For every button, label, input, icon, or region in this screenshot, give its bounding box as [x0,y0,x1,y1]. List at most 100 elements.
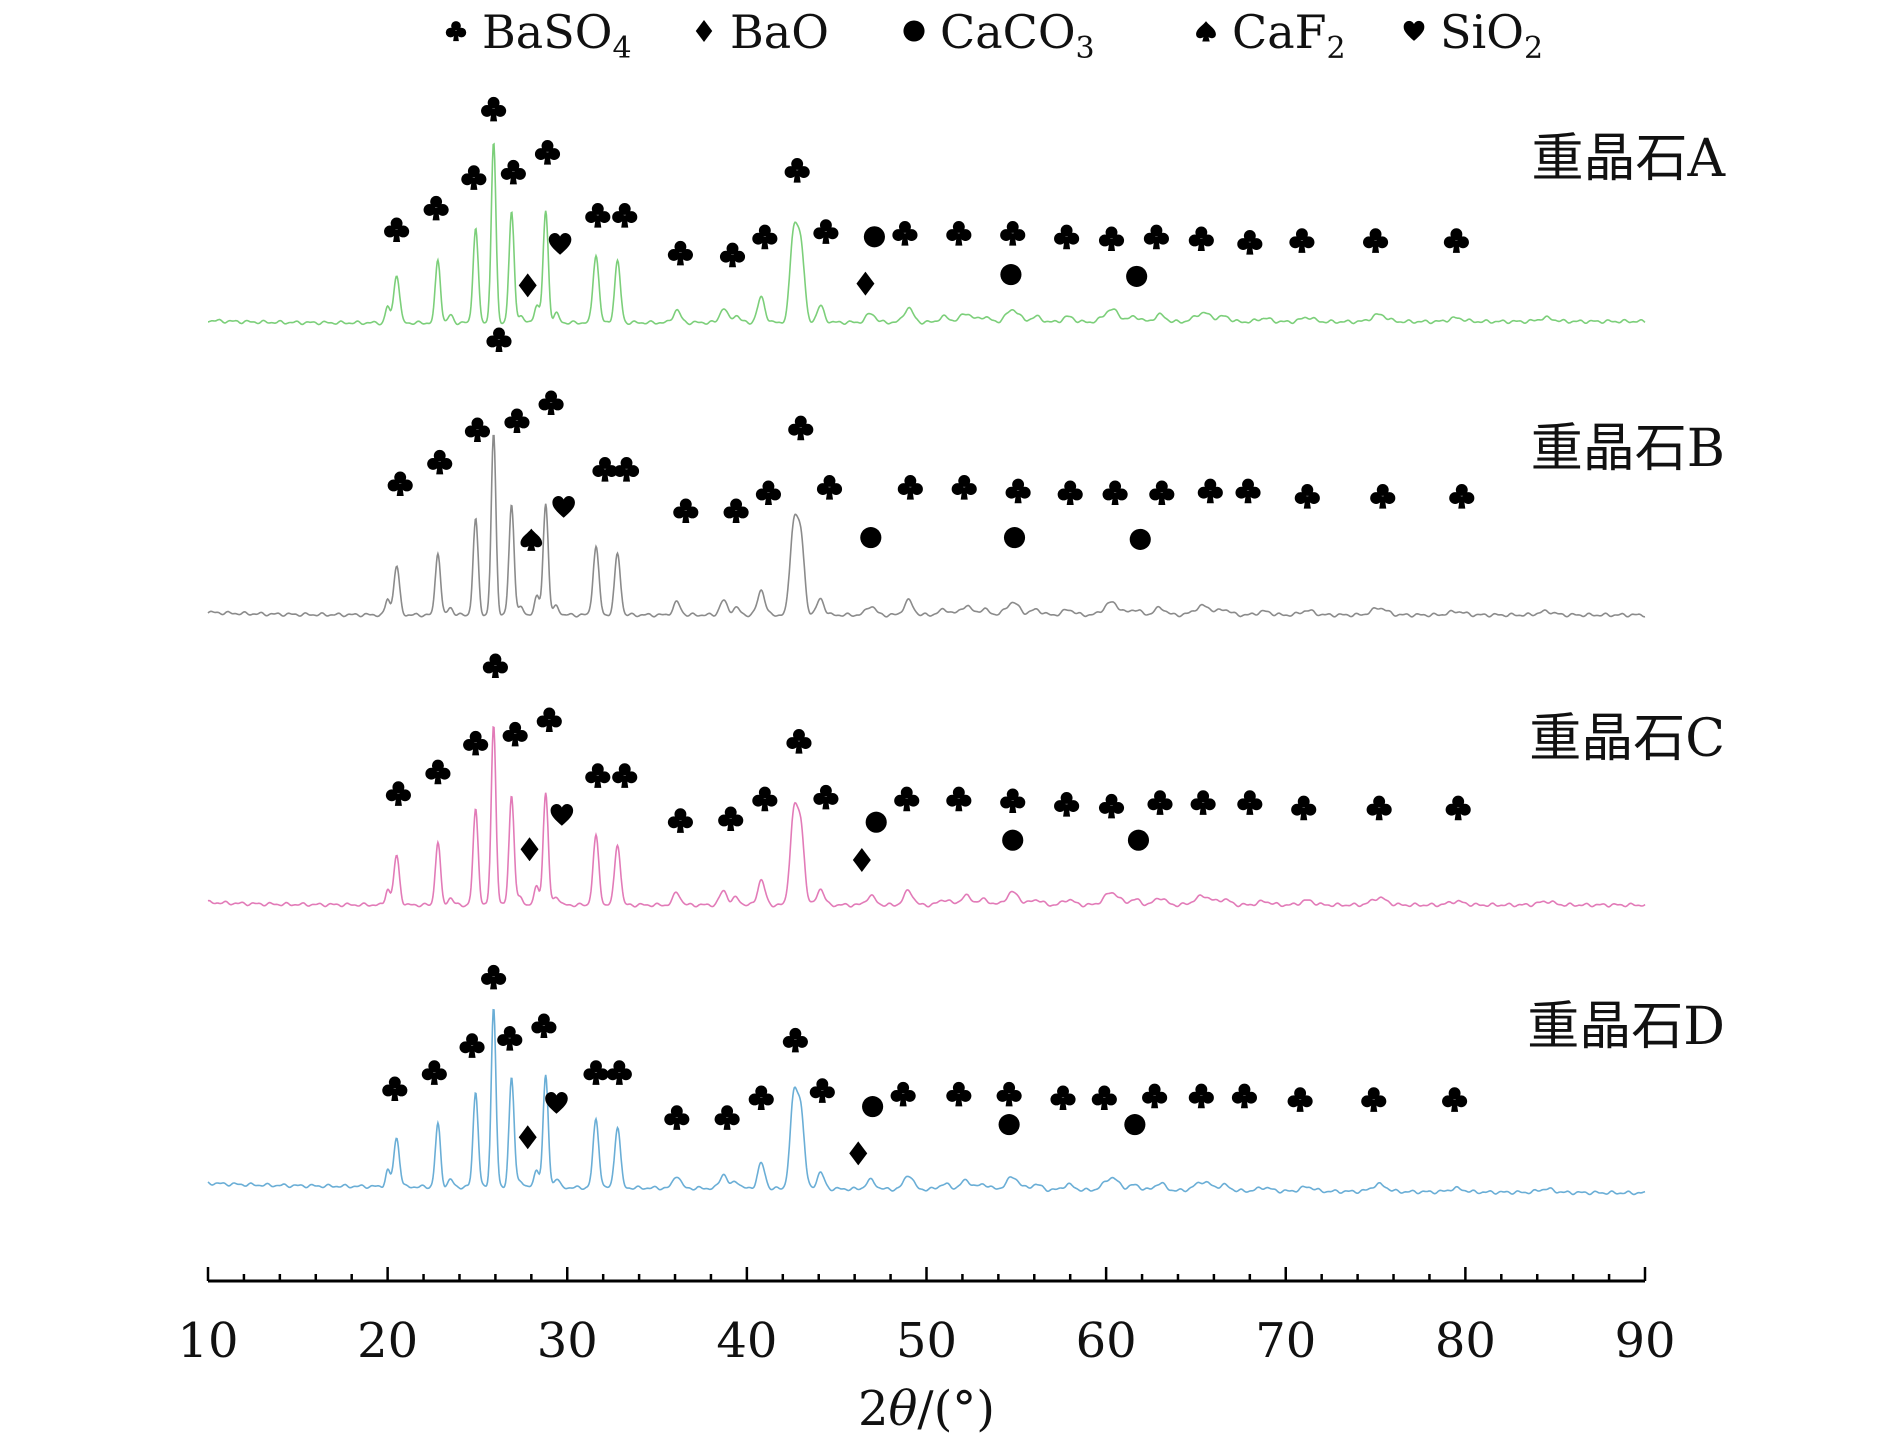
peak-marker-club-icon [718,806,744,832]
series-label: 重晶石C [1529,709,1725,769]
peak-marker-circle-icon [1000,264,1022,286]
x-tick-label: 10 [177,1313,238,1369]
series-3: 重晶石C [207,653,1725,908]
peak-marker-club-icon [1237,230,1263,255]
peak-marker-club-icon [1237,790,1263,815]
peak-marker-club-icon [486,327,512,353]
x-axis: 10 20 30 40 50 60 70 80 90 2θ/(°) [177,1267,1676,1435]
peak-marker-club-icon [1442,1087,1468,1112]
peak-marker-club-icon [667,240,693,266]
peak-marker-club-icon [892,221,918,246]
peak-marker-heart-icon [550,803,574,826]
plot-area: 重晶石A 重晶石B 重晶石C 重晶石D [207,96,1726,1196]
peak-marker-club-icon [1291,795,1317,821]
peak-marker-diamond-icon [856,271,875,296]
peak-marker-club-icon [504,408,530,434]
peak-marker-circle-icon [1003,527,1026,549]
legend-heart-icon [1403,20,1425,41]
peak-marker-club-icon [748,1085,774,1111]
peak-marker-club-icon [1102,480,1128,506]
legend-spade-icon [1196,21,1216,42]
peak-marker-club-icon [482,653,508,679]
peak-marker-club-icon [813,784,839,810]
peak-marker-club-icon [502,721,528,747]
peak-marker-club-icon [1197,478,1223,504]
legend-item-bao: BaO [695,5,829,59]
peak-marker-club-icon [890,1081,916,1107]
peak-marker-club-icon [1143,224,1169,250]
peak-marker-club-icon [673,498,699,524]
legend-item-sio2: SiO2 [1403,5,1543,66]
peak-marker-circle-icon [862,1096,884,1118]
peak-marker-diamond-icon [852,848,871,872]
peak-marker-club-icon [894,786,920,812]
series-2: 重晶石B [207,327,1725,618]
spectrum-line [208,142,1646,326]
x-tick-label: 60 [1076,1313,1137,1369]
legend-circle-icon [903,20,925,42]
peak-marker-club-icon [606,1060,632,1085]
series-label: 重晶石D [1527,997,1725,1057]
peak-marker-club-icon [809,1078,835,1103]
peak-marker-circle-icon [1126,265,1148,287]
peak-marker-club-icon [1366,795,1392,821]
peak-marker-club-icon [1005,478,1031,504]
peak-marker-club-icon [421,1060,447,1085]
peak-marker-club-icon [1188,226,1214,252]
peak-marker-club-icon [481,96,507,122]
peak-marker-club-icon [1363,228,1389,253]
peak-marker-club-icon [531,1013,557,1039]
peak-marker-club-icon [782,1027,808,1053]
peak-marker-club-icon [1054,224,1080,250]
peak-marker-club-icon [583,1060,609,1085]
x-tick-label: 80 [1435,1313,1496,1369]
peak-marker-club-icon [534,140,561,165]
legend-item-caf2: CaF2 [1196,5,1346,66]
x-tick-label: 40 [716,1313,777,1369]
peak-marker-club-icon [1231,1083,1257,1109]
legend-diamond-icon [695,20,713,42]
peak-marker-club-icon [1054,792,1080,817]
peak-marker-club-icon [946,1081,972,1107]
series-4: 重晶石D [207,964,1725,1196]
peak-marker-circle-icon [998,1114,1020,1136]
peak-marker-club-icon [664,1105,690,1130]
peak-marker-circle-icon [1124,1114,1146,1136]
legend-item-baso4: BaSO4 [445,5,632,66]
peak-marker-heart-icon [552,495,575,518]
peak-marker-club-icon [1287,1087,1313,1112]
peak-marker-club-icon [946,221,972,246]
peak-marker-club-icon [384,217,410,243]
peak-marker-club-icon [459,1033,485,1058]
legend: BaSO4 BaO CaCO3 CaF2 SiO2 [445,5,1543,66]
peak-marker-club-icon [1190,790,1216,815]
peak-marker-club-icon [813,219,839,244]
peak-marker-club-icon [1361,1087,1387,1112]
peak-marker-circle-icon [860,527,882,549]
peak-marker-club-icon [592,457,618,482]
peak-marker-club-icon [461,165,487,190]
peak-marker-club-icon [951,475,977,500]
peak-marker-club-icon [752,786,778,812]
peak-marker-club-icon [427,449,453,475]
peak-marker-club-icon [719,242,746,268]
peak-marker-club-icon [585,203,611,228]
peak-marker-circle-icon [1129,528,1151,550]
spectrum-line [207,725,1646,908]
peak-marker-club-icon [667,808,693,833]
peak-marker-club-icon [816,475,843,500]
legend-label: CaCO3 [940,5,1095,66]
peak-marker-circle-icon [1002,829,1024,851]
legend-label: BaO [730,5,829,59]
peak-marker-club-icon [1091,1085,1117,1111]
legend-club-icon [445,21,467,42]
peak-marker-spade-icon [520,528,543,551]
peak-marker-club-icon [1188,1083,1214,1109]
peak-marker-circle-icon [863,226,885,248]
x-tick-label: 90 [1614,1313,1675,1369]
peak-marker-club-icon [1443,228,1469,253]
peak-marker-club-icon [612,763,638,788]
peak-marker-club-icon [1050,1085,1076,1111]
peak-marker-club-icon [752,224,778,250]
peak-marker-club-icon [1098,793,1125,819]
